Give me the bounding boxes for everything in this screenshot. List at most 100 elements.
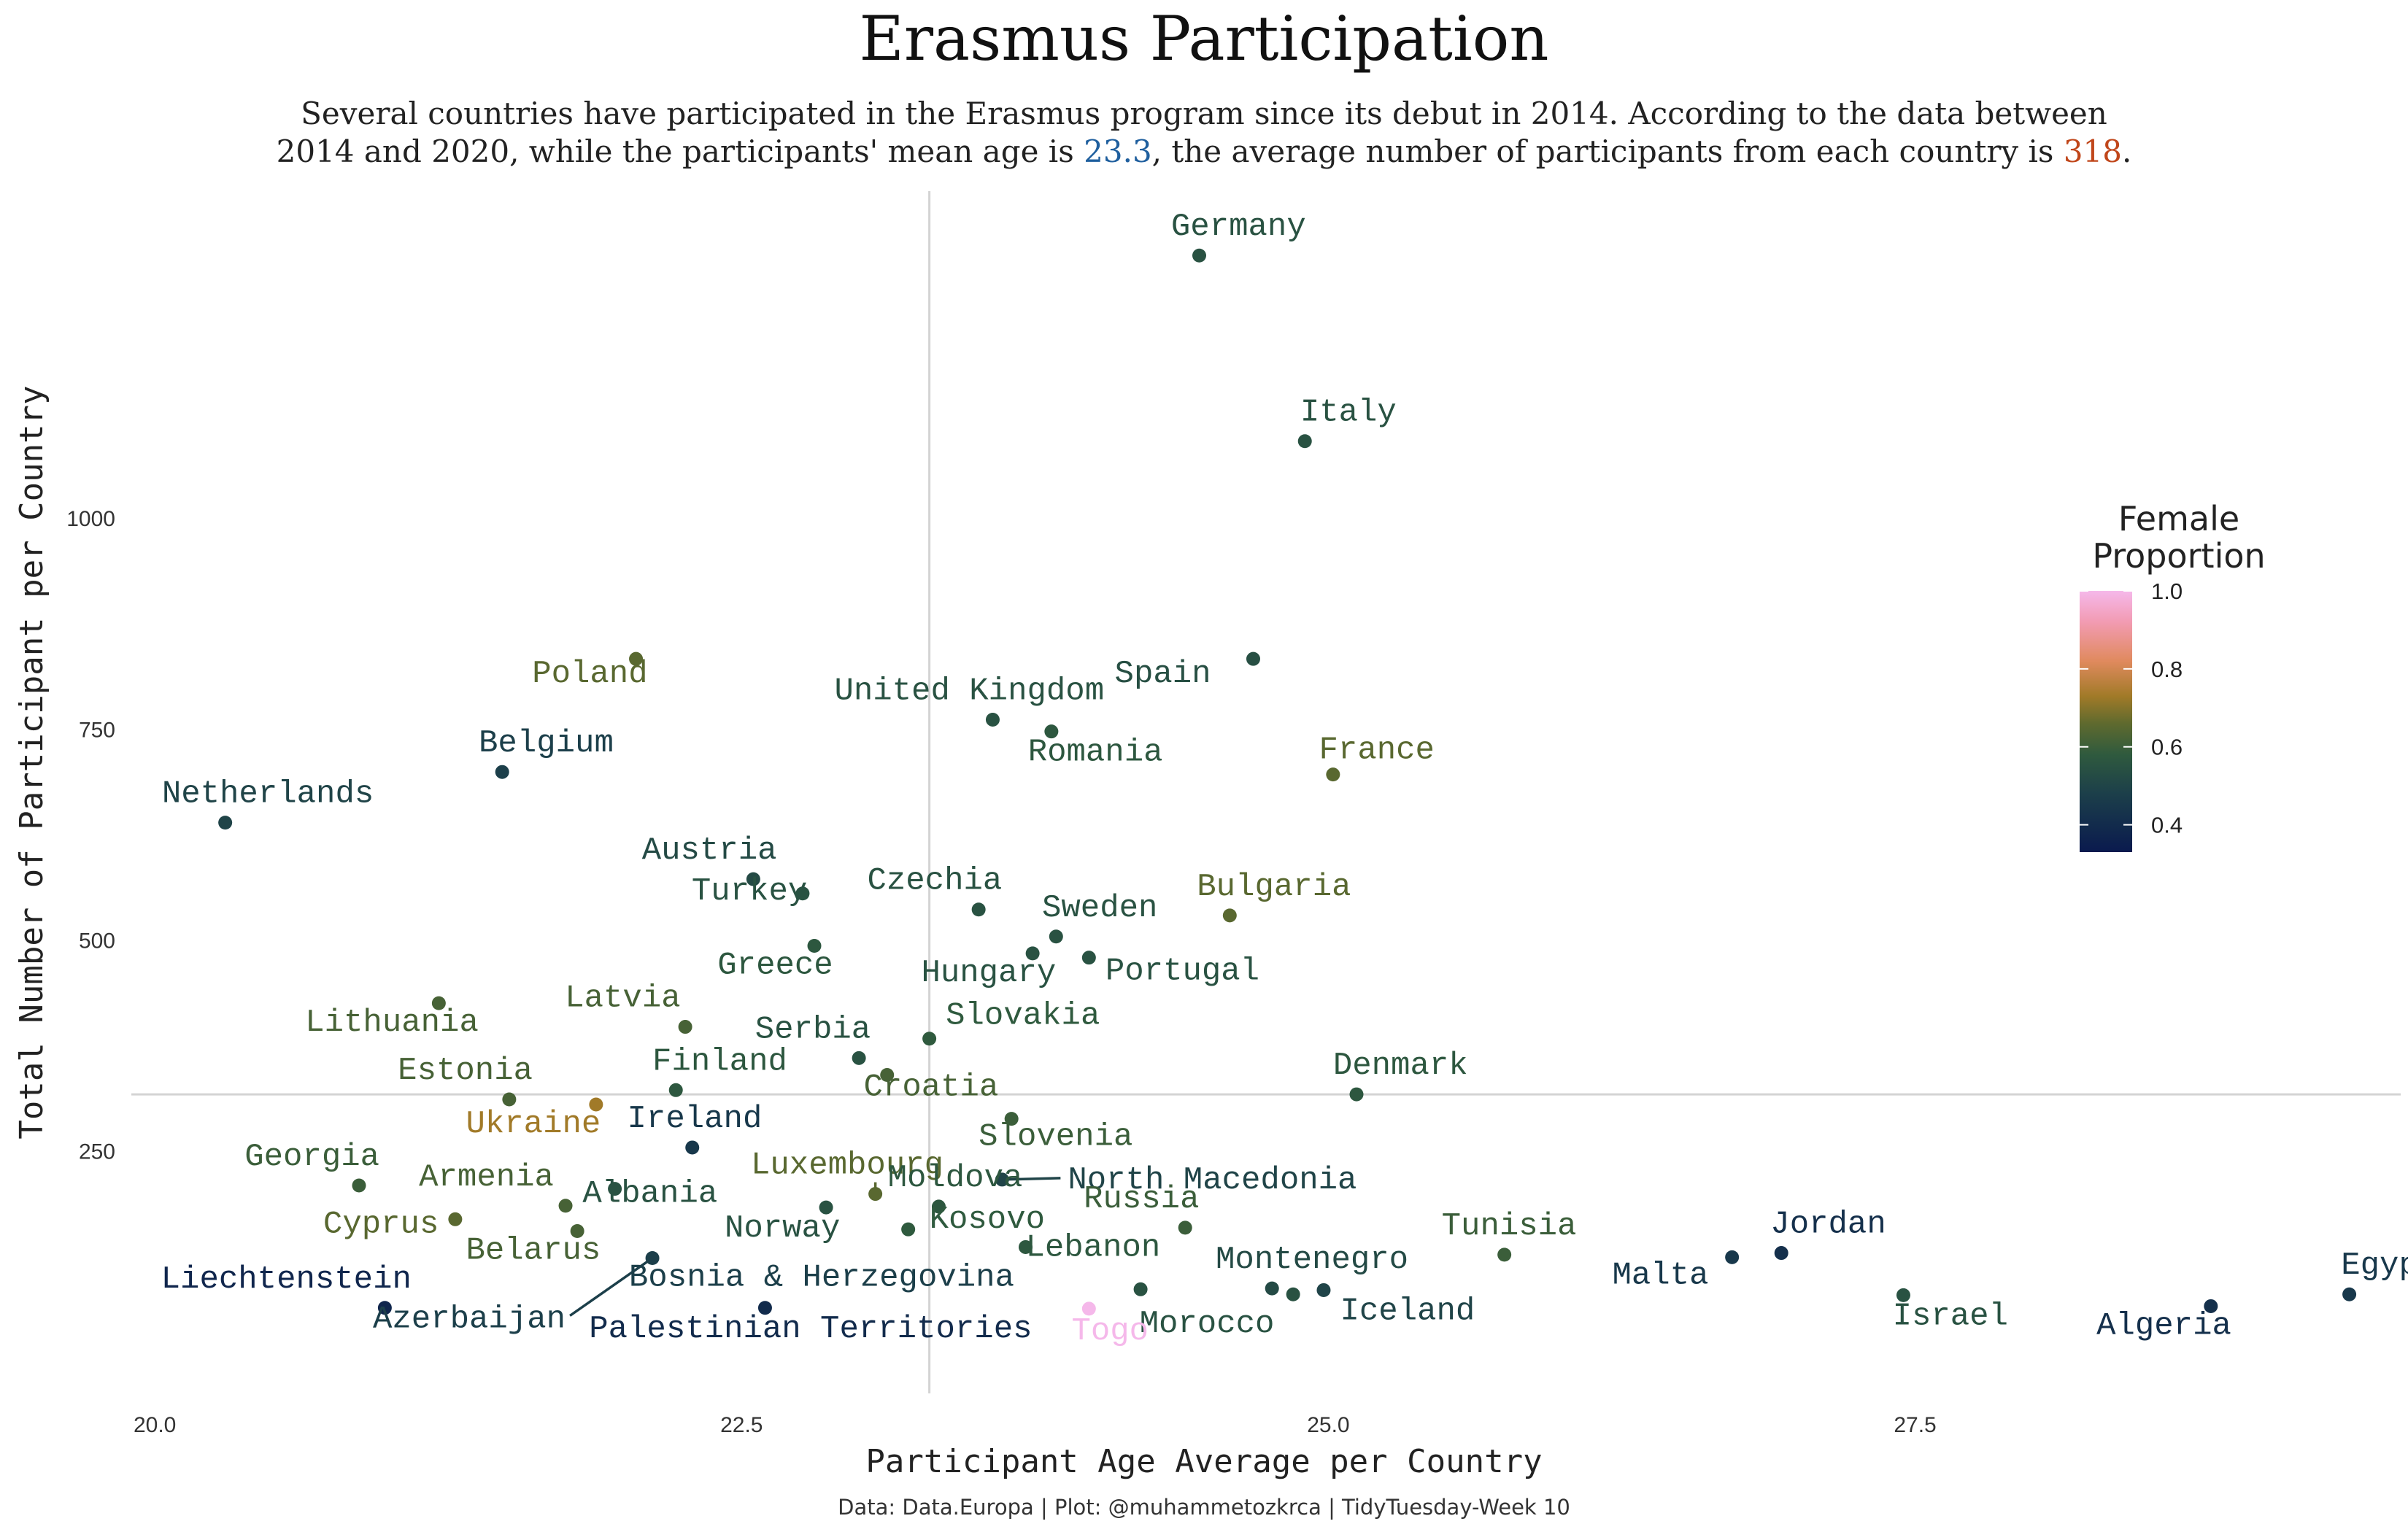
country-label: Liechtenstein <box>161 1261 412 1298</box>
data-point <box>1349 1087 1364 1102</box>
data-point <box>629 651 644 666</box>
legend-ticks: 0.4 0.6 0.8 1.0 <box>2080 579 2183 838</box>
y-axis-title: Total Number of Participant per Country <box>13 385 50 1139</box>
data-point <box>1774 1246 1788 1261</box>
legend-tick-label: 0.4 <box>2151 813 2183 838</box>
chart-caption: Data: Data.Europa | Plot: @muhammetozkrc… <box>838 1495 1570 1520</box>
data-point <box>1222 908 1237 923</box>
country-label: Denmark <box>1333 1048 1468 1084</box>
x-tick-label: 20.0 <box>134 1413 176 1437</box>
data-point <box>448 1212 463 1226</box>
country-label: Montenegro <box>1216 1242 1408 1278</box>
chart-subtitle-line2: 2014 and 2020, while the participants' m… <box>277 134 2132 169</box>
country-label: Estonia <box>398 1053 533 1089</box>
data-point <box>2204 1299 2218 1313</box>
data-point <box>218 816 233 830</box>
data-point <box>495 765 509 779</box>
country-label: Turkey <box>692 873 807 910</box>
country-label: Belgium <box>479 725 614 762</box>
data-point <box>1316 1283 1331 1297</box>
country-label: Luxembourg <box>751 1148 943 1184</box>
country-label: Albania <box>582 1176 717 1212</box>
legend-tick-label: 0.8 <box>2151 657 2183 682</box>
data-point <box>795 886 810 901</box>
data-point <box>668 1083 683 1097</box>
subtitle-text-a: 2014 and 2020, while the participants' m… <box>277 134 1084 169</box>
legend-tick-label: 0.6 <box>2151 735 2183 760</box>
data-point <box>645 1251 660 1266</box>
data-point <box>852 1051 866 1065</box>
country-label: Ireland <box>628 1101 763 1137</box>
data-point <box>1725 1250 1740 1264</box>
country-label: Portugal <box>1105 953 1259 990</box>
data-point <box>901 1222 916 1237</box>
country-label: Norway <box>725 1210 840 1247</box>
country-label: Morocco <box>1140 1306 1275 1342</box>
subtitle-text-c: . <box>2122 134 2131 169</box>
country-label: Lebanon <box>1025 1229 1160 1266</box>
data-point <box>678 1020 692 1034</box>
data-point <box>1246 651 1260 666</box>
country-label: Slovenia <box>979 1119 1132 1156</box>
data-points <box>218 248 2357 1316</box>
country-label: Belarus <box>466 1232 601 1269</box>
data-point <box>922 1032 937 1046</box>
country-label: Sweden <box>1042 890 1157 926</box>
data-point <box>1326 767 1340 782</box>
country-label: Serbia <box>755 1011 871 1048</box>
subtitle-text-b: , the average number of participants fro… <box>1152 134 2064 169</box>
data-point <box>1018 1239 1033 1254</box>
country-label: Iceland <box>1340 1293 1475 1329</box>
data-point <box>1297 434 1312 449</box>
data-point <box>2342 1287 2357 1301</box>
data-point <box>1192 248 1207 263</box>
data-point <box>1896 1288 1910 1302</box>
data-point <box>868 1187 883 1202</box>
country-label: Austria <box>642 832 777 869</box>
data-point <box>1133 1282 1148 1296</box>
data-point <box>1497 1247 1512 1262</box>
country-label: Bosnia & Herzegovina <box>629 1260 1014 1296</box>
legend-title-line2: Proportion <box>2092 536 2265 576</box>
country-label: Romania <box>1028 735 1163 771</box>
country-label: Egypt <box>2341 1247 2408 1284</box>
data-point <box>1081 1301 1096 1316</box>
data-point <box>558 1199 573 1213</box>
country-label: Ukraine <box>466 1106 601 1142</box>
country-label: Spain <box>1115 656 1211 692</box>
legend-title-line1: Female <box>2118 499 2239 538</box>
data-point <box>1049 929 1063 944</box>
y-tick-label: 250 <box>79 1140 115 1164</box>
country-label: Germany <box>1171 209 1306 245</box>
chart-subtitle-line1: Several countries have participated in t… <box>301 96 2107 131</box>
country-label: Russia <box>1084 1181 1199 1218</box>
country-label: North Macedonia <box>1068 1162 1357 1199</box>
country-label: Netherlands <box>162 776 374 813</box>
country-label: Israel <box>1893 1298 2008 1334</box>
y-tick-label: 500 <box>79 929 115 953</box>
x-tick-label: 27.5 <box>1894 1413 1936 1437</box>
country-label: Cyprus <box>323 1206 439 1242</box>
data-point <box>985 712 1000 727</box>
data-point <box>971 902 986 917</box>
x-axis-ticks: 20.0 22.5 25.0 27.5 <box>134 1413 1937 1437</box>
data-point <box>1025 946 1040 961</box>
x-tick-label: 25.0 <box>1307 1413 1349 1437</box>
legend-colorbar <box>2080 591 2132 852</box>
y-axis-ticks: 250 500 750 1000 <box>66 507 115 1164</box>
country-label: Jordan <box>1770 1207 1886 1243</box>
y-tick-label: 1000 <box>66 507 115 531</box>
data-point <box>1004 1112 1019 1126</box>
data-point <box>1286 1287 1300 1301</box>
y-tick-label: 750 <box>79 718 115 742</box>
color-legend: Female Proportion 0.4 0.6 0.8 1.0 <box>2080 499 2266 852</box>
reference-lines <box>131 191 2401 1393</box>
country-labels: Germany Italy Spain Poland United Kingdom Rom… <box>161 209 2408 1350</box>
data-point <box>995 1172 1009 1187</box>
data-point <box>589 1097 603 1112</box>
country-label: France <box>1319 732 1435 769</box>
subtitle-mean-count: 318 <box>2064 134 2122 169</box>
country-label: Togo <box>1071 1313 1149 1350</box>
country-label: Tunisia <box>1442 1208 1577 1245</box>
